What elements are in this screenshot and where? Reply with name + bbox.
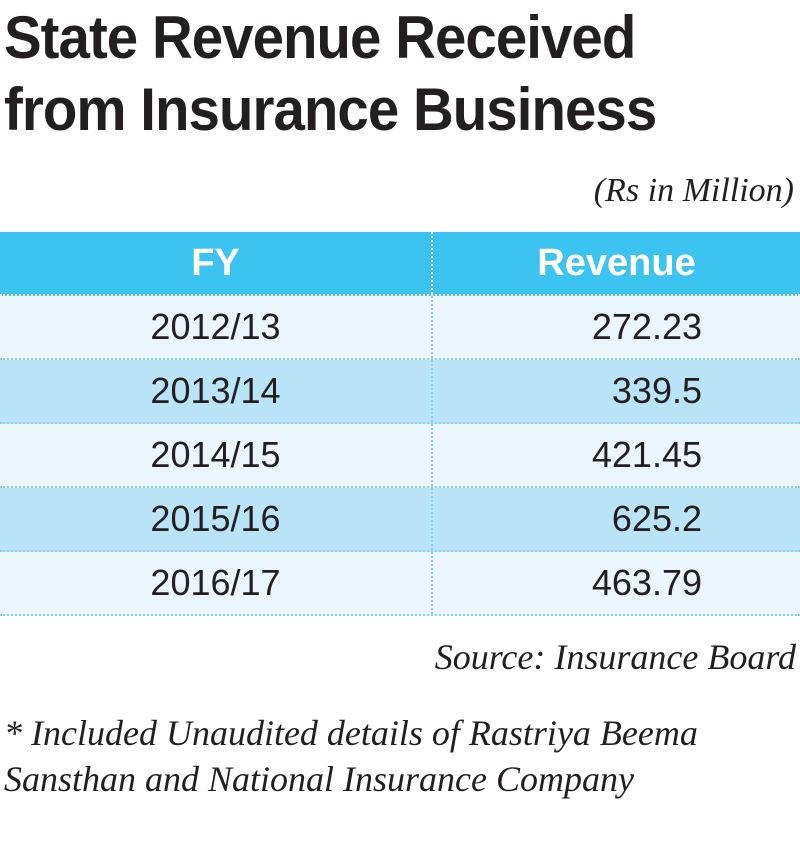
fy-cell: 2015/16 [0, 488, 433, 550]
revenue-table: FY Revenue 2012/13 272.23 2013/14 339.5 … [0, 232, 800, 616]
title-line-2: from Insurance Business [4, 76, 657, 143]
title-line-1: State Revenue Received [4, 4, 636, 71]
fy-cell: 2013/14 [0, 360, 433, 422]
table-row: 2015/16 625.2 [0, 488, 800, 552]
fy-cell: 2014/15 [0, 424, 433, 486]
revenue-cell: 272.23 [591, 306, 702, 347]
table-header-row: FY Revenue [0, 232, 800, 296]
revenue-cell: 339.5 [611, 370, 702, 411]
footnote: * Included Unaudited details of Rastriya… [4, 713, 698, 799]
header-fy: FY [0, 232, 433, 294]
table-row: 2013/14 339.5 [0, 360, 800, 424]
unit-label: (Rs in Million) [593, 172, 794, 209]
revenue-cell: 463.79 [591, 562, 702, 603]
table-row: 2016/17 463.79 [0, 552, 800, 616]
table-row: 2014/15 421.45 [0, 424, 800, 488]
fy-cell: 2016/17 [0, 552, 433, 614]
source-note: Source: Insurance Board [434, 637, 796, 677]
fy-cell: 2012/13 [0, 296, 433, 358]
revenue-cell: 421.45 [591, 434, 702, 475]
revenue-cell: 625.2 [611, 498, 702, 539]
header-revenue: Revenue [537, 241, 696, 284]
chart-title: State Revenue Received from Insurance Bu… [4, 2, 748, 146]
table-row: 2012/13 272.23 [0, 296, 800, 360]
